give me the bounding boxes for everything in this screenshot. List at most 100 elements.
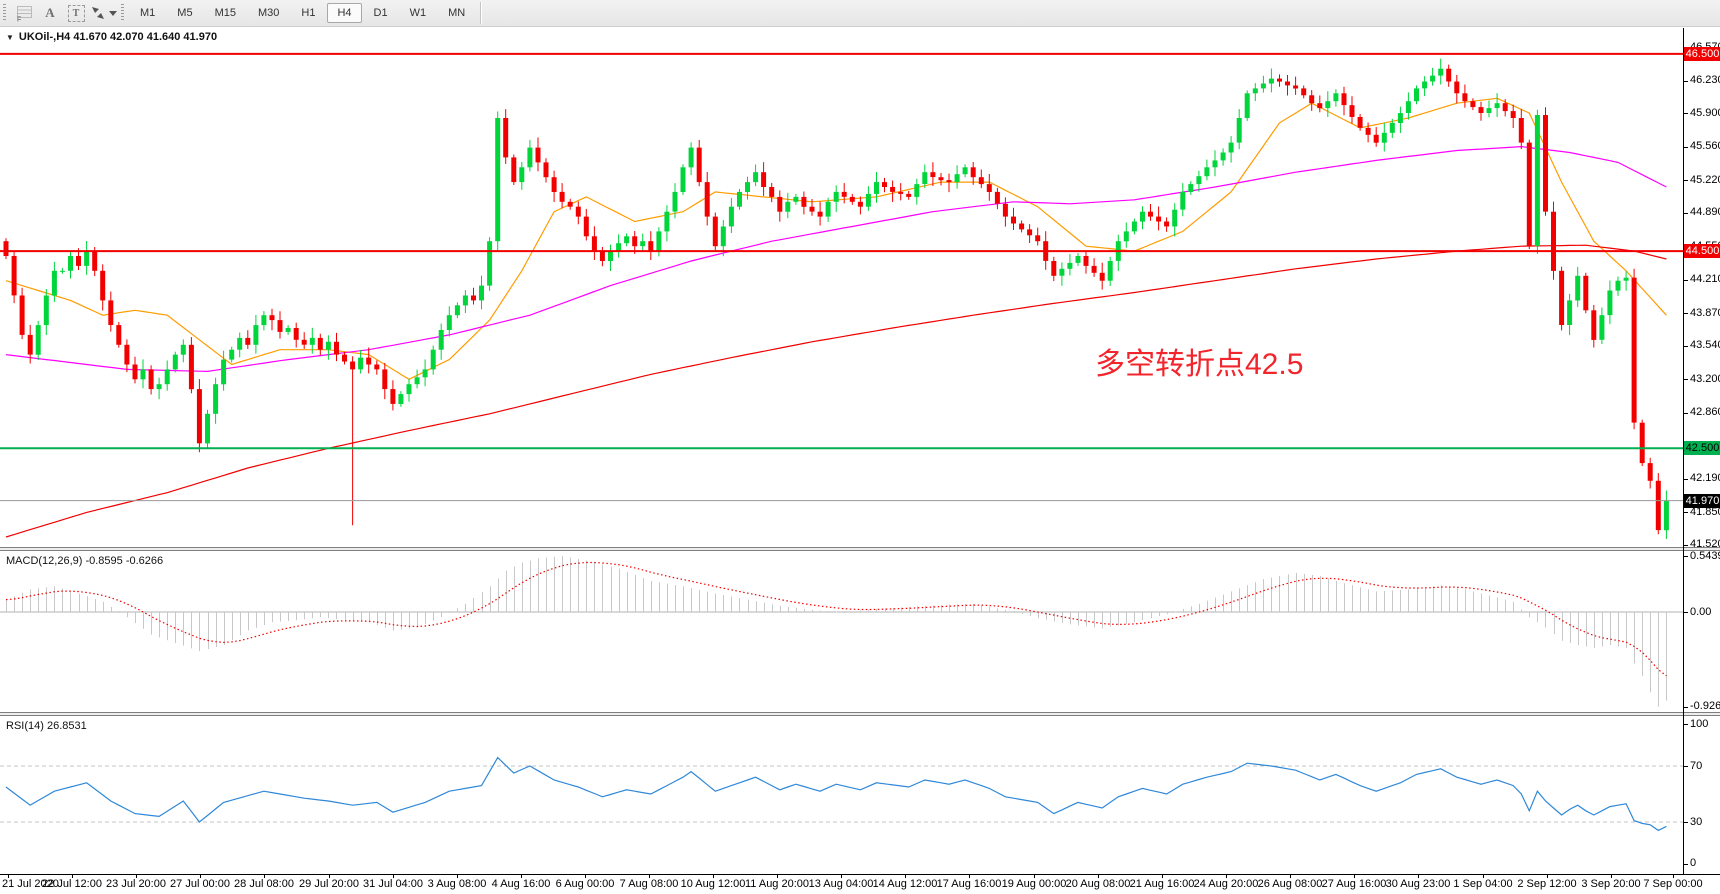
price-tick: [1683, 346, 1688, 347]
time-tick-label: 2 Sep 12:00: [1517, 878, 1577, 890]
price-tick: [1683, 313, 1688, 314]
arrows-icon: [92, 7, 104, 19]
price-tick: [1683, 147, 1688, 148]
price-tick-label: 45.220: [1690, 174, 1720, 186]
price-tick-label: 44.210: [1690, 273, 1720, 285]
price-tick-label: 45.900: [1690, 107, 1720, 119]
time-tick-label: 29 Jul 20:00: [299, 878, 359, 890]
time-tick: [1418, 874, 1419, 878]
timeframe-button-mn[interactable]: MN: [448, 7, 466, 19]
time-tick-label: 22 Jul 12:00: [42, 878, 102, 890]
time-tick: [8, 874, 9, 878]
time-tick-label: 1 Sep 04:00: [1453, 878, 1513, 890]
timeframe-button-d1[interactable]: D1: [373, 7, 388, 19]
time-tick-label: 7 Sep 00:00: [1643, 878, 1703, 890]
price-tick-label: 43.870: [1690, 307, 1720, 319]
macd-indicator-label: MACD(12,26,9) -0.8595 -0.6266: [6, 555, 164, 567]
time-tick-label: 31 Jul 04:00: [363, 878, 423, 890]
time-tick: [1547, 874, 1548, 878]
price-tick-label: 44.890: [1690, 206, 1720, 218]
macd-scale-min: -0.9263: [1690, 700, 1720, 712]
time-tick-label: 3 Sep 20:00: [1581, 878, 1641, 890]
svg-text:F: F: [17, 16, 21, 22]
toolbar-grip2[interactable]: [121, 4, 124, 22]
arrows-dropdown-caret[interactable]: [109, 10, 117, 16]
time-tick: [1290, 874, 1291, 878]
text-tool-button[interactable]: T: [64, 2, 88, 24]
fibonacci-tool-button[interactable]: F: [12, 2, 36, 24]
timeframe-group: M1 M5 M15 M30 H1 H4 D1 W1 MN: [129, 3, 476, 23]
panel-separator-rsi[interactable]: [0, 712, 1720, 716]
rsi-scale-0: 0: [1690, 857, 1697, 869]
rsi-scale-tick: [1683, 822, 1688, 823]
timeframe-button-w1[interactable]: W1: [409, 7, 427, 19]
macd-scale-max: 0.5439: [1690, 550, 1720, 562]
price-tick: [1683, 512, 1688, 513]
rsi-scale-70: 70: [1690, 760, 1703, 772]
price-tick: [1683, 479, 1688, 480]
time-tick: [136, 874, 137, 878]
time-tick: [649, 874, 650, 878]
time-tick: [393, 874, 394, 878]
timeframe-button-m30[interactable]: M30: [257, 7, 280, 19]
time-tick-label: 21 Jul 2020: [2, 878, 59, 890]
time-tick-label: 17 Aug 16:00: [936, 878, 1002, 890]
timeframe-button-h4[interactable]: H4: [327, 3, 362, 23]
time-tick-label: 6 Aug 00:00: [555, 878, 615, 890]
price-tick: [1683, 545, 1688, 546]
text-label-tool-button[interactable]: A: [38, 2, 62, 24]
time-tick-label: 19 Aug 00:00: [1001, 878, 1067, 890]
time-tick-label: 28 Jul 08:00: [234, 878, 294, 890]
timeframe-button-m15[interactable]: M15: [214, 7, 236, 19]
time-tick-label: 3 Aug 08:00: [427, 878, 487, 890]
time-tick-label: 4 Aug 16:00: [491, 878, 551, 890]
time-tick-label: 26 Aug 08:00: [1257, 878, 1323, 890]
time-tick-label: 7 Aug 08:00: [619, 878, 679, 890]
price-tick: [1683, 213, 1688, 214]
symbol-line: ▼ UKOil-,H4 41.670 42.070 41.640 41.970: [6, 31, 217, 43]
time-tick-label: 14 Aug 12:00: [872, 878, 938, 890]
price-tick-label: 42.190: [1690, 472, 1720, 484]
price-tick-label: 43.200: [1690, 373, 1720, 385]
time-tick: [1354, 874, 1355, 878]
panel-separator-macd[interactable]: [0, 547, 1720, 551]
text-label-icon: A: [45, 5, 55, 20]
fibonacci-grid-icon: F: [16, 5, 32, 22]
time-tick-label: 21 Aug 16:00: [1129, 878, 1195, 890]
price-tick: [1683, 81, 1688, 82]
price-tick: [1683, 113, 1688, 114]
timeframe-button-m5[interactable]: M5: [177, 7, 193, 19]
price-tick-label: 41.520: [1690, 538, 1720, 550]
macd-scale-tick: [1683, 707, 1688, 708]
timeframe-button-h1[interactable]: H1: [301, 7, 316, 19]
rsi-scale-tick: [1683, 766, 1688, 767]
time-tick: [585, 874, 586, 878]
time-tick-label: 20 Aug 08:00: [1065, 878, 1131, 890]
chart-text-annotation[interactable]: 多空转折点42.5: [1095, 348, 1304, 381]
toolbar: F A T M1 M5 M15 M30 H1 H4 D1 W1 MN: [0, 0, 1720, 27]
price-badge-41.970: 41.970: [1684, 494, 1720, 508]
toolbar-grip[interactable]: [3, 4, 6, 22]
collapse-arrow-icon[interactable]: ▼: [6, 32, 14, 42]
time-tick: [1162, 874, 1163, 878]
time-tick-label: 24 Aug 20:00: [1193, 878, 1259, 890]
price-tick: [1683, 379, 1688, 380]
time-tick-label: 27 Aug 16:00: [1321, 878, 1387, 890]
rsi-indicator-label: RSI(14) 26.8531: [6, 720, 87, 732]
macd-scale-tick: [1683, 556, 1688, 557]
time-tick: [1483, 874, 1484, 878]
symbol-ohlc-text: UKOil-,H4 41.670 42.070 41.640 41.970: [18, 31, 218, 43]
time-tick-label: 27 Jul 00:00: [170, 878, 230, 890]
time-tick-label: 30 Aug 23:00: [1385, 878, 1451, 890]
arrows-tool-button[interactable]: [90, 2, 117, 24]
time-tick: [777, 874, 778, 878]
time-tick: [264, 874, 265, 878]
timeframe-button-m1[interactable]: M1: [140, 7, 156, 19]
time-tick: [521, 874, 522, 878]
time-tick: [1611, 874, 1612, 878]
time-tick: [1098, 874, 1099, 878]
macd-scale-tick: [1683, 612, 1688, 613]
price-tick-label: 46.230: [1690, 74, 1720, 86]
rsi-scale-100: 100: [1690, 718, 1709, 730]
